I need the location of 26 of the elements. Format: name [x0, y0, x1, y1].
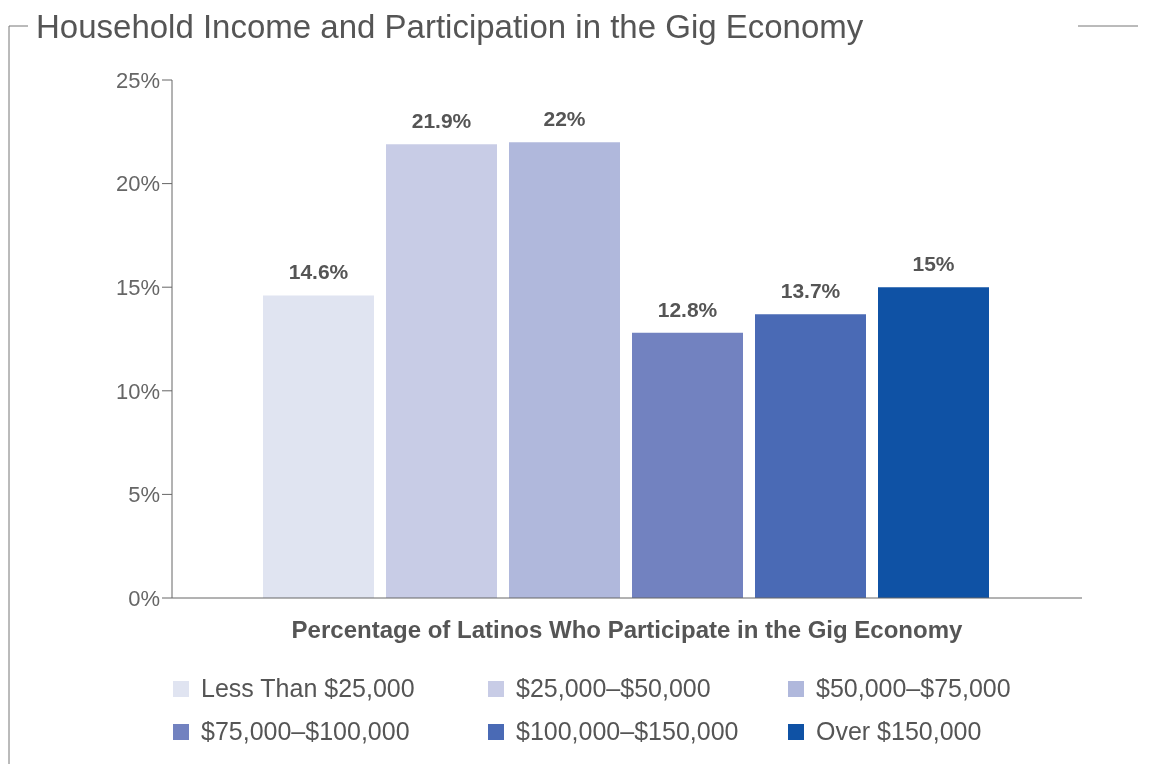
- y-tick-label: 5%: [128, 482, 160, 508]
- y-tick-label: 15%: [115, 275, 160, 301]
- bar: [878, 287, 989, 598]
- bar: [632, 332, 743, 598]
- bar: [509, 142, 620, 598]
- chart-title: Household Income and Participation in the Gig Economy: [32, 8, 868, 46]
- data-label: 15%: [912, 252, 955, 276]
- legend-label: $100,000–$150,000: [516, 717, 739, 746]
- data-label: 12.8%: [657, 297, 718, 321]
- legend-label: $75,000–$100,000: [201, 717, 410, 746]
- bar: [755, 314, 866, 598]
- y-tick-label: 0%: [128, 585, 160, 611]
- y-tick-label: 10%: [115, 378, 160, 404]
- bar: [263, 295, 374, 598]
- data-label: 21.9%: [411, 109, 472, 133]
- y-tick-label: 20%: [115, 171, 160, 197]
- legend-label: Over $150,000: [816, 717, 982, 746]
- y-tick-label: 25%: [115, 67, 160, 93]
- legend-label: Less Than $25,000: [201, 674, 415, 703]
- data-label: 14.6%: [288, 260, 349, 284]
- bar: [386, 144, 497, 598]
- data-label: 22%: [543, 107, 586, 131]
- x-axis-title: Percentage of Latinos Who Participate in the Gig Economy: [290, 616, 964, 644]
- data-label: 13.7%: [780, 279, 841, 303]
- legend-label: $50,000–$75,000: [816, 674, 1011, 703]
- legend-label: $25,000–$50,000: [516, 674, 711, 703]
